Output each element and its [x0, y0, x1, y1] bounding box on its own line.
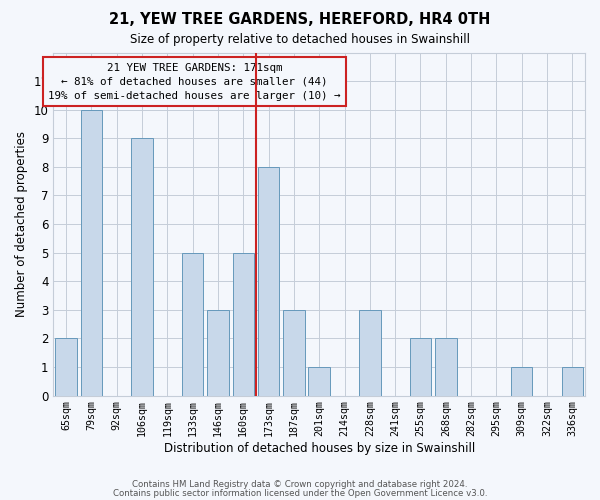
Bar — [511, 367, 532, 396]
Bar — [182, 252, 203, 396]
Bar — [435, 338, 457, 396]
Text: Size of property relative to detached houses in Swainshill: Size of property relative to detached ho… — [130, 32, 470, 46]
Bar — [131, 138, 153, 396]
Bar — [410, 338, 431, 396]
X-axis label: Distribution of detached houses by size in Swainshill: Distribution of detached houses by size … — [164, 442, 475, 455]
Bar — [207, 310, 229, 396]
Bar — [562, 367, 583, 396]
Bar — [283, 310, 305, 396]
Bar — [258, 167, 280, 396]
Bar — [80, 110, 102, 396]
Bar — [308, 367, 330, 396]
Bar — [359, 310, 380, 396]
Bar — [233, 252, 254, 396]
Text: Contains public sector information licensed under the Open Government Licence v3: Contains public sector information licen… — [113, 488, 487, 498]
Text: 21 YEW TREE GARDENS: 171sqm
← 81% of detached houses are smaller (44)
19% of sem: 21 YEW TREE GARDENS: 171sqm ← 81% of det… — [48, 63, 341, 101]
Text: Contains HM Land Registry data © Crown copyright and database right 2024.: Contains HM Land Registry data © Crown c… — [132, 480, 468, 489]
Bar — [55, 338, 77, 396]
Y-axis label: Number of detached properties: Number of detached properties — [15, 131, 28, 317]
Text: 21, YEW TREE GARDENS, HEREFORD, HR4 0TH: 21, YEW TREE GARDENS, HEREFORD, HR4 0TH — [109, 12, 491, 28]
